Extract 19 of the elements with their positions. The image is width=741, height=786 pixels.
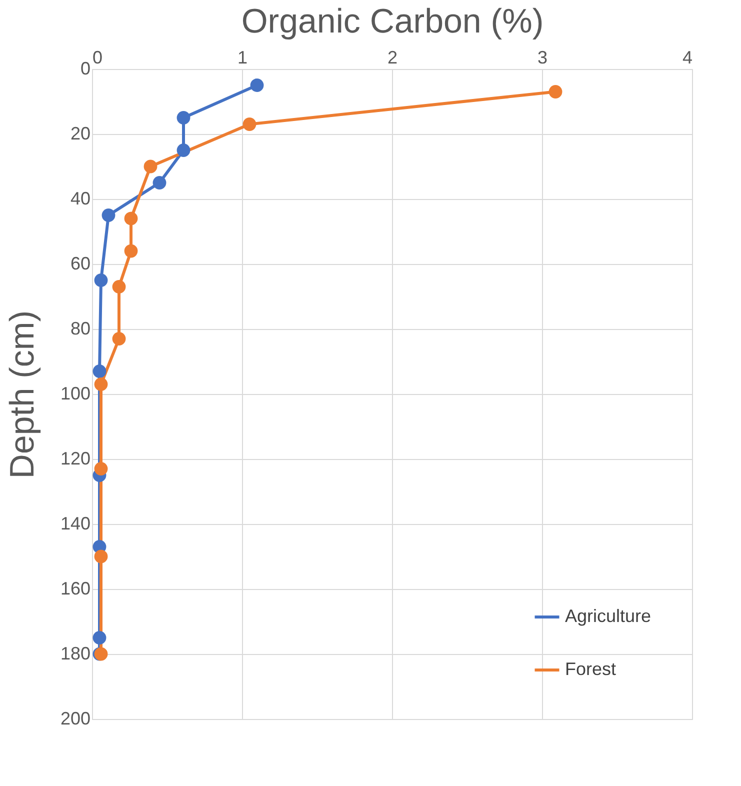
y-axis-title: Depth (cm): [3, 310, 42, 479]
x-tick-label: 0: [92, 48, 103, 68]
y-tick-label: 40: [70, 188, 90, 208]
y-tick-label: 60: [70, 254, 90, 274]
y-tick-label: 160: [60, 578, 90, 598]
x-tick-label: 2: [387, 48, 398, 68]
x-axis-title: Organic Carbon (%): [241, 2, 544, 40]
x-tick-label: 4: [682, 48, 692, 68]
y-tick-label: 20: [70, 124, 90, 144]
x-tick-label: 3: [537, 48, 548, 68]
legend-label: Forest: [565, 659, 616, 679]
y-tick-label: 180: [60, 644, 90, 664]
legend-label: Agriculture: [565, 606, 652, 626]
y-tick-label: 100: [60, 384, 90, 404]
y-tick-label: 80: [70, 318, 90, 338]
y-tick-label: 200: [60, 708, 90, 728]
y-tick-label: 120: [60, 448, 90, 468]
x-tick-label: 1: [237, 48, 248, 68]
y-tick-label: 140: [60, 514, 90, 534]
